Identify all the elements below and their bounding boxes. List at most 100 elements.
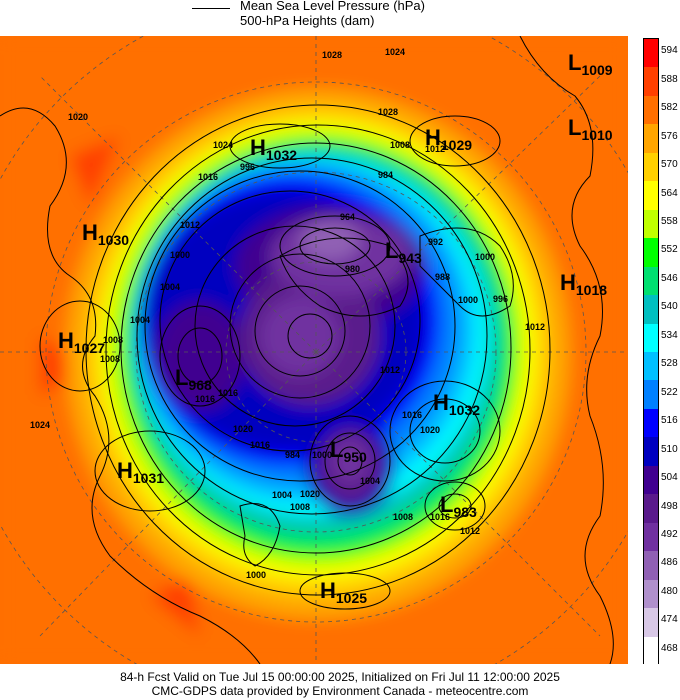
isobar-value-label: 1008 (390, 140, 410, 150)
colorbar-segment (644, 209, 658, 239)
isobar-value-label: 964 (340, 212, 355, 222)
isobar-value-label: 1004 (272, 490, 292, 500)
isobar-value-label: 1024 (30, 420, 50, 430)
isobar-value-label: 1008 (100, 354, 120, 364)
high-pressure-center: H1032 (250, 135, 297, 163)
isobar-value-label: 980 (345, 264, 360, 274)
isobar-value-label: 1016 (195, 394, 215, 404)
colorbar-segment (644, 39, 658, 68)
isobar-value-label: 1016 (218, 388, 238, 398)
isobar-value-label: 1000 (312, 450, 332, 460)
isobar-value-label: 1016 (430, 512, 450, 522)
isobar-value-label: 996 (493, 294, 508, 304)
isobar-value-label: 1008 (290, 502, 310, 512)
colorbar-segment (644, 494, 658, 524)
colorbar-segment (644, 67, 658, 97)
isobar-value-label: 1020 (300, 489, 320, 499)
forecast-valid-text: 84-h Fcst Valid on Tue Jul 15 00:00:00 2… (120, 670, 560, 684)
isobar-value-label: 1000 (458, 295, 478, 305)
pressure-centers: L1009 L1010 H1032 H1029 H1030 L943 H1018 H1027 L… (58, 50, 613, 606)
colorbar-segment (644, 636, 658, 666)
colorbar (643, 38, 659, 666)
low-pressure-center: L1009 (568, 50, 613, 78)
isobar-value-label: 1024 (213, 140, 233, 150)
colorbar-segment (644, 266, 658, 296)
footer: 84-h Fcst Valid on Tue Jul 15 00:00:00 2… (0, 670, 680, 698)
colorbar-tick-label: 528 (661, 358, 678, 370)
colorbar-segment (644, 408, 658, 438)
coastlines (0, 36, 614, 664)
colorbar-tick-label: 504 (661, 472, 678, 484)
colorbar-tick-label: 468 (661, 642, 678, 654)
isobar-value-label: 1016 (250, 440, 270, 450)
isobar-value-label: 1016 (402, 410, 422, 420)
isobar-value-label: 984 (378, 170, 393, 180)
legend-heights-label: 500-hPa Heights (dam) (240, 13, 375, 28)
colorbar-tick-label: 540 (661, 301, 678, 313)
colorbar-tick-label: 552 (661, 244, 678, 256)
colorbar-segment (644, 181, 658, 211)
isobar-value-label: 1028 (378, 107, 398, 117)
isobar-value-label: 1000 (170, 250, 190, 260)
low-pressure-center: L950 (330, 437, 367, 465)
colorbar-tick-label: 516 (661, 415, 678, 427)
legend: Mean Sea Level Pressure (hPa) 500-hPa He… (0, 0, 680, 36)
isobar-value-label: 1000 (246, 570, 266, 580)
isobar-value-label: 1012 (460, 526, 480, 536)
isobar-value-label: 1012 (380, 365, 400, 375)
isobar-value-label: 1004 (360, 476, 380, 486)
polar-forecast-map: L1009 L1010 H1032 H1029 H1030 L943 H1018 H1027 L… (0, 36, 628, 664)
high-pressure-center: H1030 (82, 220, 129, 248)
isobar-value-label: 1028 (322, 50, 342, 60)
isobar-value-label: 996 (240, 162, 255, 172)
colorbar-tick-label: 582 (661, 102, 678, 114)
colorbar-tick-label: 558 (661, 215, 678, 227)
isobar-value-label: 1008 (393, 512, 413, 522)
colorbar-segment (644, 152, 658, 182)
isobar-value-label: 992 (428, 237, 443, 247)
colorbar-segment (644, 551, 658, 581)
colorbar-segment (644, 522, 658, 552)
colorbar-segment (644, 295, 658, 325)
colorbar-segment (644, 323, 658, 353)
low-pressure-center: L1010 (568, 115, 613, 143)
colorbar-tick-label: 570 (661, 159, 678, 171)
colorbar-segment (644, 608, 658, 638)
isobar-value-label: 1020 (233, 424, 253, 434)
isobar-value-label: 1012 (425, 144, 445, 154)
colorbar-tick-label: 546 (661, 272, 678, 284)
isobar-value-label: 1016 (198, 172, 218, 182)
high-pressure-center: H1018 (560, 270, 607, 298)
colorbar-segment (644, 465, 658, 495)
colorbar-tick-label: 486 (661, 557, 678, 569)
colorbar-tick-label: 576 (661, 130, 678, 142)
isobar-value-label: 1008 (103, 335, 123, 345)
isobar-value-label: 1024 (385, 47, 405, 57)
isobar-value-label: 1012 (525, 322, 545, 332)
colorbar-tick-label: 534 (661, 329, 678, 341)
colorbar-tick-label: 564 (661, 187, 678, 199)
colorbar-tick-label: 594 (661, 45, 678, 57)
colorbar-segment (644, 579, 658, 609)
colorbar-segment (644, 124, 658, 154)
low-pressure-center: L983 (440, 492, 477, 520)
isobar-value-label: 1020 (420, 425, 440, 435)
isobar-labels: 1028 1024 1020 1028 1008 1012 1024 996 984 964 101… (30, 47, 545, 580)
colorbar-segment (644, 380, 658, 410)
colorbar-segment (644, 352, 658, 381)
low-pressure-center: L968 (175, 365, 212, 393)
isobar-value-label: 988 (435, 272, 450, 282)
low-pressure-center: L943 (385, 238, 422, 266)
isobars (39, 104, 551, 610)
high-pressure-center: H1031 (117, 458, 164, 486)
high-pressure-center: H1025 (320, 578, 367, 606)
isobar-legend-line (192, 8, 230, 9)
isobar-value-label: 984 (285, 450, 300, 460)
isobar-value-label: 1004 (130, 315, 150, 325)
colorbar-segment (644, 95, 658, 125)
isobar-value-label: 1020 (68, 112, 88, 122)
isobar-value-label: 1000 (475, 252, 495, 262)
colorbar-tick-label: 492 (661, 528, 678, 540)
colorbar-tick-label: 474 (661, 614, 678, 626)
isobar-value-label: 1012 (180, 220, 200, 230)
